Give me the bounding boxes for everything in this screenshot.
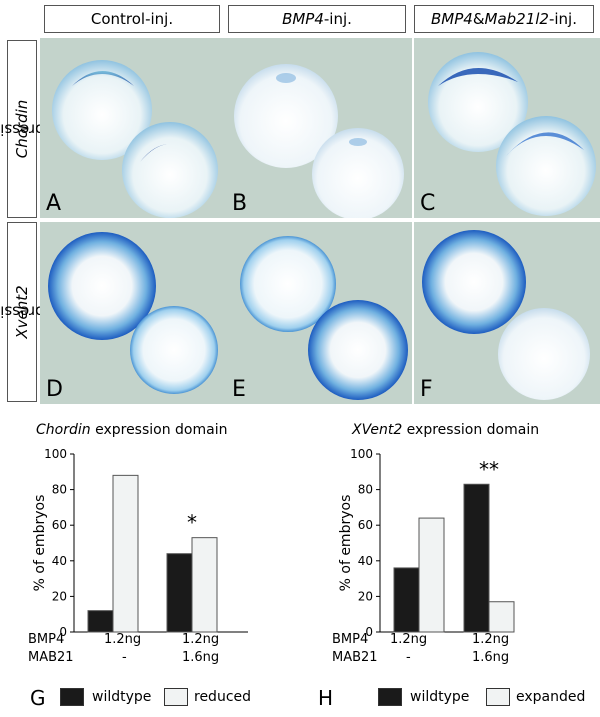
panel-letter-b: B (232, 191, 248, 216)
y-tick-label: 20 (358, 589, 373, 603)
row-label-chordin: Chordin expression (0, 40, 62, 218)
condition-value: 1.6ng (182, 650, 220, 665)
bar-plot: 0 20 40 60 80 100 % of embryos ** (338, 447, 515, 639)
y-axis-label: % of embryos (338, 495, 354, 592)
embryo-image (48, 232, 218, 394)
legend-label: wildtype (92, 689, 152, 705)
panel-letter-f: F (420, 377, 433, 402)
y-tick-label: 20 (52, 589, 67, 603)
y-tick-label: 40 (358, 554, 373, 568)
y-tick-label: 0 (59, 625, 67, 639)
bar-reduced (191, 537, 218, 633)
condition-label-bmp4: BMP4 (28, 632, 65, 647)
y-tick-label: 60 (358, 518, 373, 532)
legend-swatch-wildtype (378, 688, 402, 706)
legend-label: expanded (516, 689, 586, 705)
legend-swatch-reduced (164, 688, 188, 706)
bar-wildtype (393, 567, 420, 633)
bar-wildtype (463, 483, 490, 633)
column-label-bmp4-mab21l2: BMP4 & Mab21l2 -inj. (414, 5, 594, 33)
significance-marker: ** (479, 457, 499, 481)
y-tick-label: 100 (350, 447, 373, 461)
panel-a: A (40, 38, 226, 218)
panel-c: C (414, 38, 600, 218)
row-label-text: Chordin expression (0, 99, 62, 159)
row-label-text: Xvent2 expression (0, 285, 62, 339)
chart-h: XVent2 expression domain 0 20 40 60 80 100 % o… (300, 410, 600, 717)
panel-f: F (414, 222, 600, 404)
condition-value: 1.6ng (472, 650, 510, 665)
column-label-text: -inj. (548, 10, 577, 28)
column-label-text: -inj. (323, 10, 352, 28)
chart-title: XVent2 expression domain (352, 422, 540, 438)
y-tick-label: 0 (365, 625, 373, 639)
column-label-text: Control-inj. (90, 10, 174, 28)
bar-expanded (418, 517, 445, 633)
panel-d: D (40, 222, 226, 404)
condition-value: 1.2ng (104, 632, 142, 647)
embryo-image (240, 236, 408, 400)
panel-letter-g: G (30, 686, 46, 710)
panel-letter-a: A (46, 191, 62, 216)
column-label-control: Control-inj. (44, 5, 220, 33)
panel-b: B (226, 38, 412, 218)
condition-value: 1.2ng (390, 632, 428, 647)
panel-letter-e: E (232, 377, 246, 402)
gene-name: Mab21l2 (484, 10, 549, 28)
embryo-image (428, 52, 596, 216)
row-label-xvent2: Xvent2 expression (0, 222, 62, 402)
column-label-text: & (472, 10, 485, 28)
panel-letter-c: C (420, 191, 436, 216)
chart-g: Chordin expression domain 0 20 40 60 80 100 % … (0, 410, 300, 717)
condition-label-mab21: MAB21 (28, 650, 74, 665)
legend-label: wildtype (410, 689, 470, 705)
condition-value: 1.2ng (182, 632, 220, 647)
panel-e: E (226, 222, 412, 404)
legend-swatch-expanded (486, 688, 510, 706)
y-tick-label: 80 (52, 483, 67, 497)
bar-wildtype (166, 553, 193, 633)
condition-value: 1.2ng (472, 632, 510, 647)
condition-value: - (122, 650, 127, 665)
gene-name: BMP4 (430, 10, 473, 28)
embryo-image (52, 60, 218, 218)
condition-value: - (406, 650, 411, 665)
gene-name: BMP4 (282, 10, 324, 28)
embryo-image (234, 64, 404, 218)
panel-letter-d: D (46, 377, 63, 402)
bar-expanded (488, 601, 515, 633)
bar-plot: 0 20 40 60 80 100 % of embryos * (32, 447, 248, 639)
y-tick-label: 60 (52, 518, 67, 532)
legend-label: reduced (194, 689, 252, 705)
y-tick-label: 100 (44, 447, 67, 461)
y-tick-label: 40 (52, 554, 67, 568)
condition-label-bmp4: BMP4 (332, 632, 369, 647)
panel-letter-h: H (318, 686, 334, 710)
legend-swatch-wildtype (60, 688, 84, 706)
significance-marker: * (187, 511, 197, 535)
column-label-bmp4: BMP4 -inj. (228, 5, 406, 33)
bar-wildtype (87, 610, 114, 633)
y-tick-label: 80 (358, 483, 373, 497)
condition-label-mab21: MAB21 (332, 650, 378, 665)
embryo-image (422, 230, 590, 400)
bar-reduced (112, 474, 139, 633)
chart-title: Chordin expression domain (36, 422, 228, 438)
y-axis-label: % of embryos (32, 495, 48, 592)
